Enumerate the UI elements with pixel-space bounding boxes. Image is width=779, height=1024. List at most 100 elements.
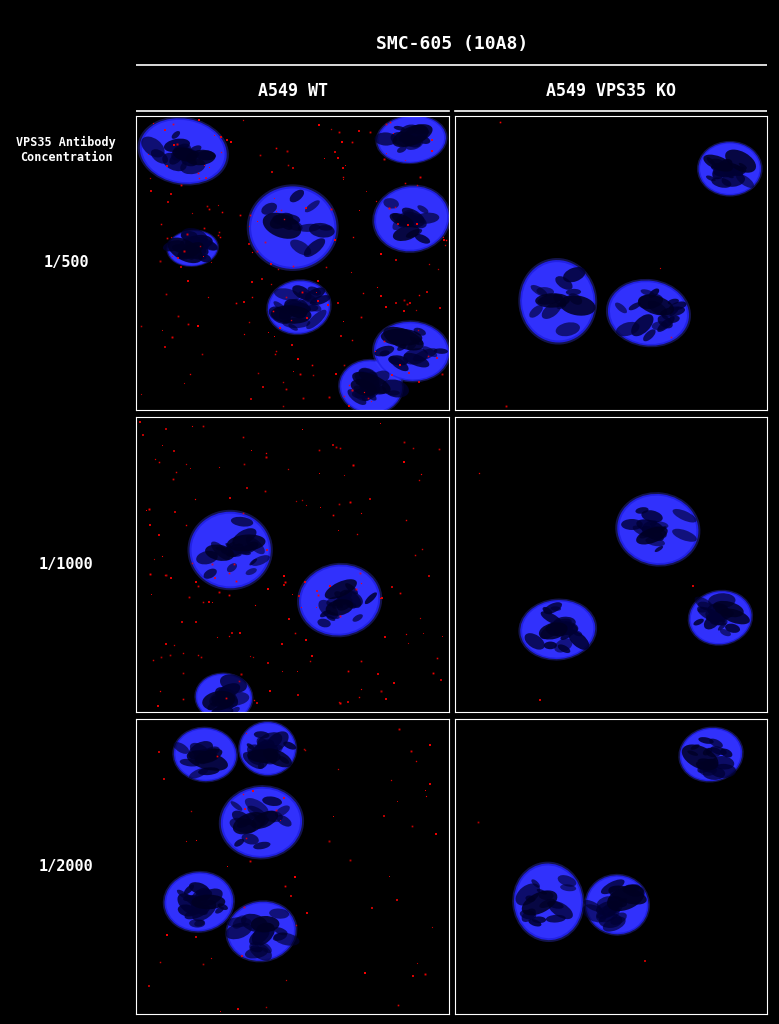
- Ellipse shape: [292, 286, 312, 300]
- Ellipse shape: [392, 213, 406, 223]
- Ellipse shape: [245, 798, 269, 815]
- Ellipse shape: [608, 281, 689, 346]
- Ellipse shape: [180, 759, 199, 767]
- Ellipse shape: [607, 909, 616, 915]
- Ellipse shape: [196, 891, 207, 897]
- Ellipse shape: [623, 884, 640, 893]
- Ellipse shape: [422, 346, 437, 357]
- Ellipse shape: [246, 813, 256, 819]
- Ellipse shape: [305, 201, 320, 212]
- Ellipse shape: [247, 743, 255, 750]
- Ellipse shape: [679, 727, 744, 782]
- Ellipse shape: [725, 150, 756, 173]
- Ellipse shape: [243, 544, 255, 552]
- Ellipse shape: [606, 279, 691, 347]
- Ellipse shape: [225, 900, 298, 963]
- Ellipse shape: [522, 262, 594, 340]
- Ellipse shape: [323, 611, 340, 620]
- Ellipse shape: [539, 899, 555, 908]
- Ellipse shape: [297, 303, 311, 312]
- Ellipse shape: [721, 749, 732, 758]
- Ellipse shape: [641, 510, 663, 522]
- Ellipse shape: [190, 742, 210, 759]
- Ellipse shape: [233, 915, 246, 929]
- Ellipse shape: [273, 215, 287, 224]
- Ellipse shape: [657, 316, 675, 332]
- Ellipse shape: [218, 699, 228, 708]
- Ellipse shape: [252, 743, 278, 757]
- Ellipse shape: [545, 626, 559, 636]
- Ellipse shape: [195, 889, 212, 901]
- Ellipse shape: [693, 618, 704, 626]
- Ellipse shape: [227, 563, 237, 572]
- Ellipse shape: [707, 603, 728, 616]
- Ellipse shape: [731, 167, 743, 176]
- Ellipse shape: [231, 517, 253, 526]
- Ellipse shape: [211, 542, 230, 560]
- Ellipse shape: [232, 811, 251, 825]
- Ellipse shape: [238, 721, 298, 776]
- Ellipse shape: [241, 724, 294, 774]
- Ellipse shape: [241, 834, 259, 845]
- Ellipse shape: [516, 884, 540, 905]
- Ellipse shape: [239, 542, 259, 554]
- Ellipse shape: [182, 158, 197, 166]
- Ellipse shape: [555, 323, 580, 336]
- Ellipse shape: [710, 159, 725, 167]
- Ellipse shape: [243, 752, 264, 769]
- Ellipse shape: [326, 596, 344, 606]
- Ellipse shape: [268, 281, 330, 334]
- Ellipse shape: [194, 244, 206, 254]
- Ellipse shape: [196, 674, 252, 721]
- Ellipse shape: [556, 301, 566, 309]
- Ellipse shape: [219, 785, 304, 859]
- Ellipse shape: [171, 143, 191, 161]
- Ellipse shape: [402, 215, 425, 227]
- Ellipse shape: [539, 623, 568, 640]
- Ellipse shape: [230, 818, 256, 834]
- Ellipse shape: [298, 224, 320, 231]
- Ellipse shape: [338, 358, 404, 415]
- Ellipse shape: [518, 258, 597, 344]
- Ellipse shape: [720, 608, 750, 625]
- Ellipse shape: [399, 132, 409, 141]
- Ellipse shape: [352, 372, 390, 393]
- Ellipse shape: [697, 606, 717, 621]
- Ellipse shape: [195, 749, 222, 764]
- Ellipse shape: [254, 731, 270, 738]
- Ellipse shape: [266, 731, 289, 753]
- Ellipse shape: [251, 555, 270, 566]
- Ellipse shape: [207, 701, 217, 711]
- Ellipse shape: [220, 692, 229, 699]
- Ellipse shape: [270, 749, 278, 757]
- Ellipse shape: [387, 390, 400, 395]
- Ellipse shape: [308, 287, 321, 296]
- Ellipse shape: [358, 368, 378, 382]
- Ellipse shape: [226, 553, 237, 557]
- Ellipse shape: [403, 125, 428, 145]
- Ellipse shape: [709, 738, 723, 748]
- Ellipse shape: [718, 623, 726, 631]
- Ellipse shape: [249, 559, 257, 565]
- Ellipse shape: [299, 564, 380, 636]
- Ellipse shape: [573, 631, 582, 636]
- Ellipse shape: [265, 752, 278, 761]
- Ellipse shape: [551, 606, 561, 611]
- Ellipse shape: [698, 607, 709, 612]
- Ellipse shape: [320, 610, 331, 617]
- Ellipse shape: [184, 252, 194, 260]
- Ellipse shape: [646, 538, 665, 546]
- Ellipse shape: [405, 135, 414, 141]
- Ellipse shape: [193, 241, 209, 254]
- Ellipse shape: [196, 551, 218, 564]
- Ellipse shape: [713, 601, 744, 617]
- Ellipse shape: [682, 729, 741, 780]
- Ellipse shape: [258, 760, 268, 769]
- Ellipse shape: [256, 737, 270, 751]
- Ellipse shape: [587, 877, 647, 933]
- Ellipse shape: [703, 155, 733, 172]
- Ellipse shape: [356, 379, 368, 385]
- Ellipse shape: [199, 749, 217, 757]
- Ellipse shape: [252, 739, 275, 762]
- Ellipse shape: [283, 317, 310, 328]
